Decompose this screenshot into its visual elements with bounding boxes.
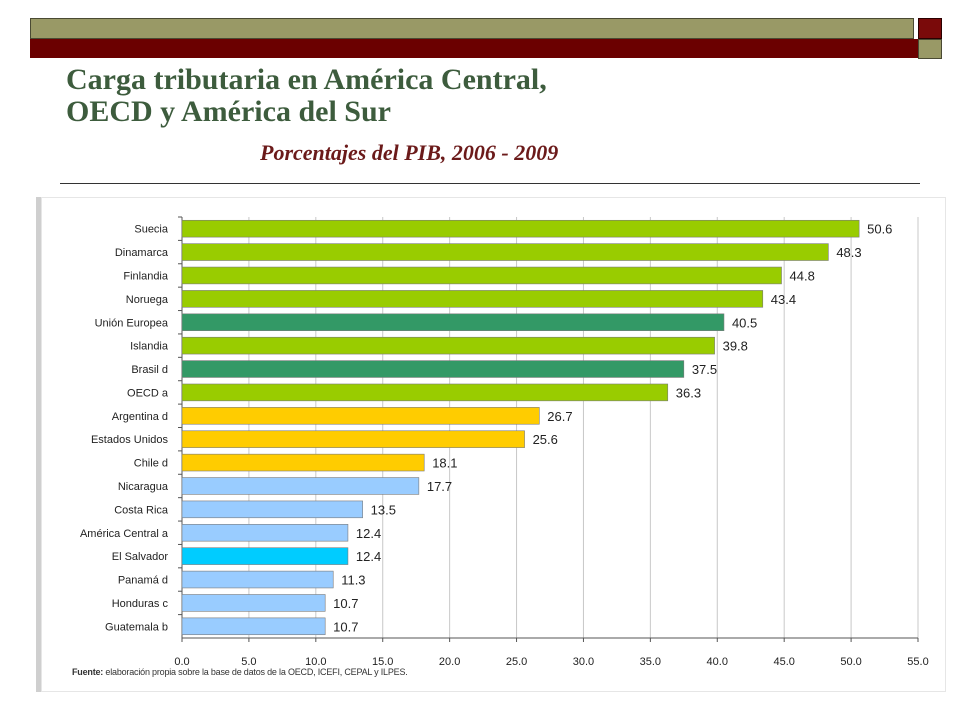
x-tick-label: 50.0 [840,656,861,668]
corner-square-maroon [918,18,942,39]
x-tick-label: 55.0 [907,656,928,668]
bar-islandia [181,336,715,355]
bar-panam-d [181,570,334,589]
x-tick-label: 40.0 [707,656,728,668]
bar-nicaragua [181,477,420,495]
value-label: 39.8 [723,339,748,354]
category-label: América Central a [80,528,169,540]
x-tick-label: 35.0 [640,656,661,668]
category-label: El Salvador [112,551,169,563]
category-label: Costa Rica [114,504,169,516]
value-label: 12.4 [356,526,381,541]
category-label: Argentina d [112,411,168,423]
label-layer: 0.0 5.0 10.0 15.0 20.0 25.0 30.0 35.0 40.0 45.0 50… [80,222,929,668]
bar-am-rica-central-a [181,524,349,542]
header-decoration [30,18,940,58]
value-label: 40.5 [732,315,757,330]
bar-layer [181,219,860,636]
category-label: Nicaragua [118,481,169,493]
bar-chile-d [181,453,425,472]
value-label: 13.5 [371,502,396,517]
value-label: 10.7 [333,596,358,611]
bar-finlandia [181,266,782,285]
category-label: Panamá d [118,575,168,587]
x-tick-label: 20.0 [439,656,460,668]
title-divider [60,183,920,184]
value-label: 11.3 [341,573,365,588]
grid-layer [178,216,919,642]
bar-suecia [181,219,860,238]
value-label: 36.3 [676,385,701,400]
bar-uni-n-europea [181,313,725,331]
value-label: 48.3 [836,245,861,260]
value-label: 50.6 [867,222,892,237]
value-label: 25.6 [533,432,558,447]
x-tick-label: 5.0 [241,656,256,668]
x-tick-label: 0.0 [174,656,189,668]
x-tick-label: 45.0 [773,656,794,668]
source-text: elaboración propia sobre la base de dato… [103,667,408,677]
bar-dinamarca [181,243,829,261]
category-label: Brasil d [131,364,168,376]
category-label: Honduras c [112,598,169,610]
x-tick-label: 30.0 [573,656,594,668]
bar-guatemala-b [181,617,326,636]
bar-el-salvador [181,547,349,565]
value-label: 44.8 [790,268,815,283]
category-label: Unión Europea [95,317,169,329]
category-label: Noruega [126,294,169,306]
bar-oecd-a [181,383,669,402]
x-tick-label: 10.0 [305,656,326,668]
bar-argentina-d [181,407,540,425]
category-label: Guatemala b [105,621,168,633]
source-label: Fuente: [72,667,104,677]
slide-title: Carga tributaria en América Central, OEC… [66,64,826,128]
bar-brasil-d [181,360,685,378]
category-label: Finlandia [123,270,169,282]
category-label: Dinamarca [115,247,169,259]
category-label: Chile d [134,458,168,470]
bar-noruega [181,290,764,308]
category-label: Estados Unidos [91,434,169,446]
title-line-1: Carga tributaria en América Central, [66,63,547,96]
x-tick-label: 25.0 [506,656,527,668]
category-label: Suecia [134,224,169,236]
bar-estados-unidos [181,430,525,448]
value-label: 26.7 [547,409,572,424]
bar-honduras-c [181,594,326,612]
value-label: 17.7 [427,479,452,494]
bar-costa-rica [181,500,363,519]
category-label: Islandia [130,341,169,353]
title-line-2: OECD y América del Sur [66,95,391,128]
olive-band [30,18,914,39]
maroon-band [30,39,940,58]
value-label: 43.4 [771,292,796,307]
x-tick-label: 15.0 [372,656,393,668]
source-note: Fuente: elaboración propia sobre la base… [72,667,408,677]
value-label: 12.4 [356,549,381,564]
corner-square-olive [918,39,942,59]
slide-subtitle: Porcentajes del PIB, 2006 - 2009 [260,140,559,165]
value-label: 10.7 [333,619,358,634]
value-label: 37.5 [692,362,717,377]
category-label: OECD a [127,387,169,399]
value-label: 18.1 [432,456,457,471]
